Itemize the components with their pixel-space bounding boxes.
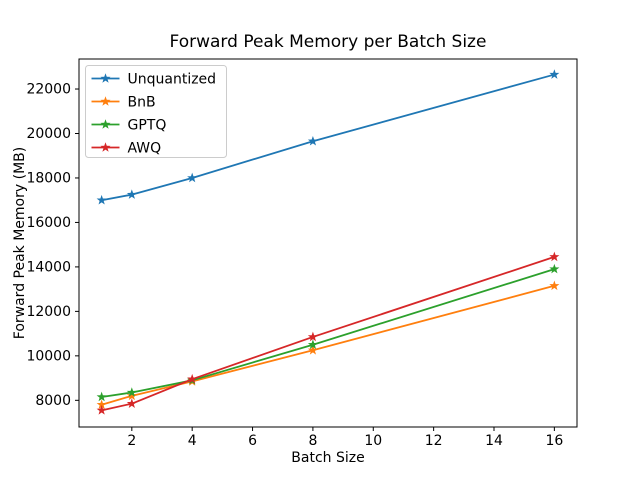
x-tick-label: 10 [364, 433, 382, 449]
series-marker-gptq [126, 387, 137, 397]
x-tick-label: 12 [425, 433, 443, 449]
legend-marker-gptq [100, 119, 111, 129]
x-tick-label: 14 [485, 433, 503, 449]
series-marker-bnb [549, 280, 560, 291]
x-tick-label: 8 [308, 433, 317, 449]
series-marker-bnb [307, 344, 318, 355]
chart-title: Forward Peak Memory per Batch Size [170, 32, 487, 52]
legend-label-awq: AWQ [128, 141, 162, 157]
plot-border [78, 58, 578, 428]
y-tick-label: 8000 [35, 393, 71, 409]
series-marker-gptq [96, 391, 107, 402]
y-tick-label: 18000 [26, 170, 71, 186]
legend-label-unquantized: Unquantized [128, 72, 217, 88]
series-marker-awq [549, 251, 560, 262]
series-marker-bnb [96, 399, 107, 410]
legend-box [85, 65, 227, 158]
x-tick-label: 4 [188, 433, 197, 449]
series-marker-gptq [549, 263, 560, 274]
y-tick-label: 12000 [26, 304, 71, 320]
legend: Unquantized BnB GPTQ AWQ [85, 65, 227, 158]
x-tick-label: 2 [127, 433, 136, 449]
series-marker-awq [307, 331, 318, 342]
axis-ticks: 2 4 6 8 10 12 14 16 8000 10000 12000 14000 16000 1800… [26, 82, 563, 449]
series-marker-awq [187, 373, 198, 384]
legend-label-gptq: GPTQ [128, 118, 167, 134]
legend-marker-awq [100, 142, 111, 152]
series-marker-gptq [307, 339, 318, 350]
y-tick-label: 14000 [26, 259, 71, 275]
series-marker-unquantized [307, 135, 318, 146]
y-tick-label: 10000 [26, 348, 71, 364]
legend-label-bnb: BnB [128, 95, 156, 111]
data-series [96, 69, 560, 415]
y-tick-label: 16000 [26, 215, 71, 231]
y-tick-label: 22000 [26, 82, 71, 98]
series-line-gptq [101, 268, 555, 398]
series-marker-awq [96, 405, 107, 415]
y-axis-label: Forward Peak Memory (MB) [12, 147, 28, 339]
plot-area [78, 58, 578, 428]
x-tick-label: 6 [248, 433, 257, 449]
series-marker-unquantized [96, 194, 107, 205]
series-line-bnb [101, 284, 555, 406]
x-axis-label: Batch Size [291, 450, 364, 466]
legend-marker-bnb [100, 96, 111, 106]
y-tick-label: 20000 [26, 126, 71, 142]
series-marker-unquantized [187, 172, 198, 183]
series-marker-unquantized [126, 189, 137, 199]
x-tick-label: 16 [545, 433, 563, 449]
series-marker-bnb [126, 390, 137, 401]
legend-marker-unquantized [100, 73, 111, 83]
series-marker-unquantized [549, 69, 560, 79]
series-marker-awq [126, 398, 137, 408]
